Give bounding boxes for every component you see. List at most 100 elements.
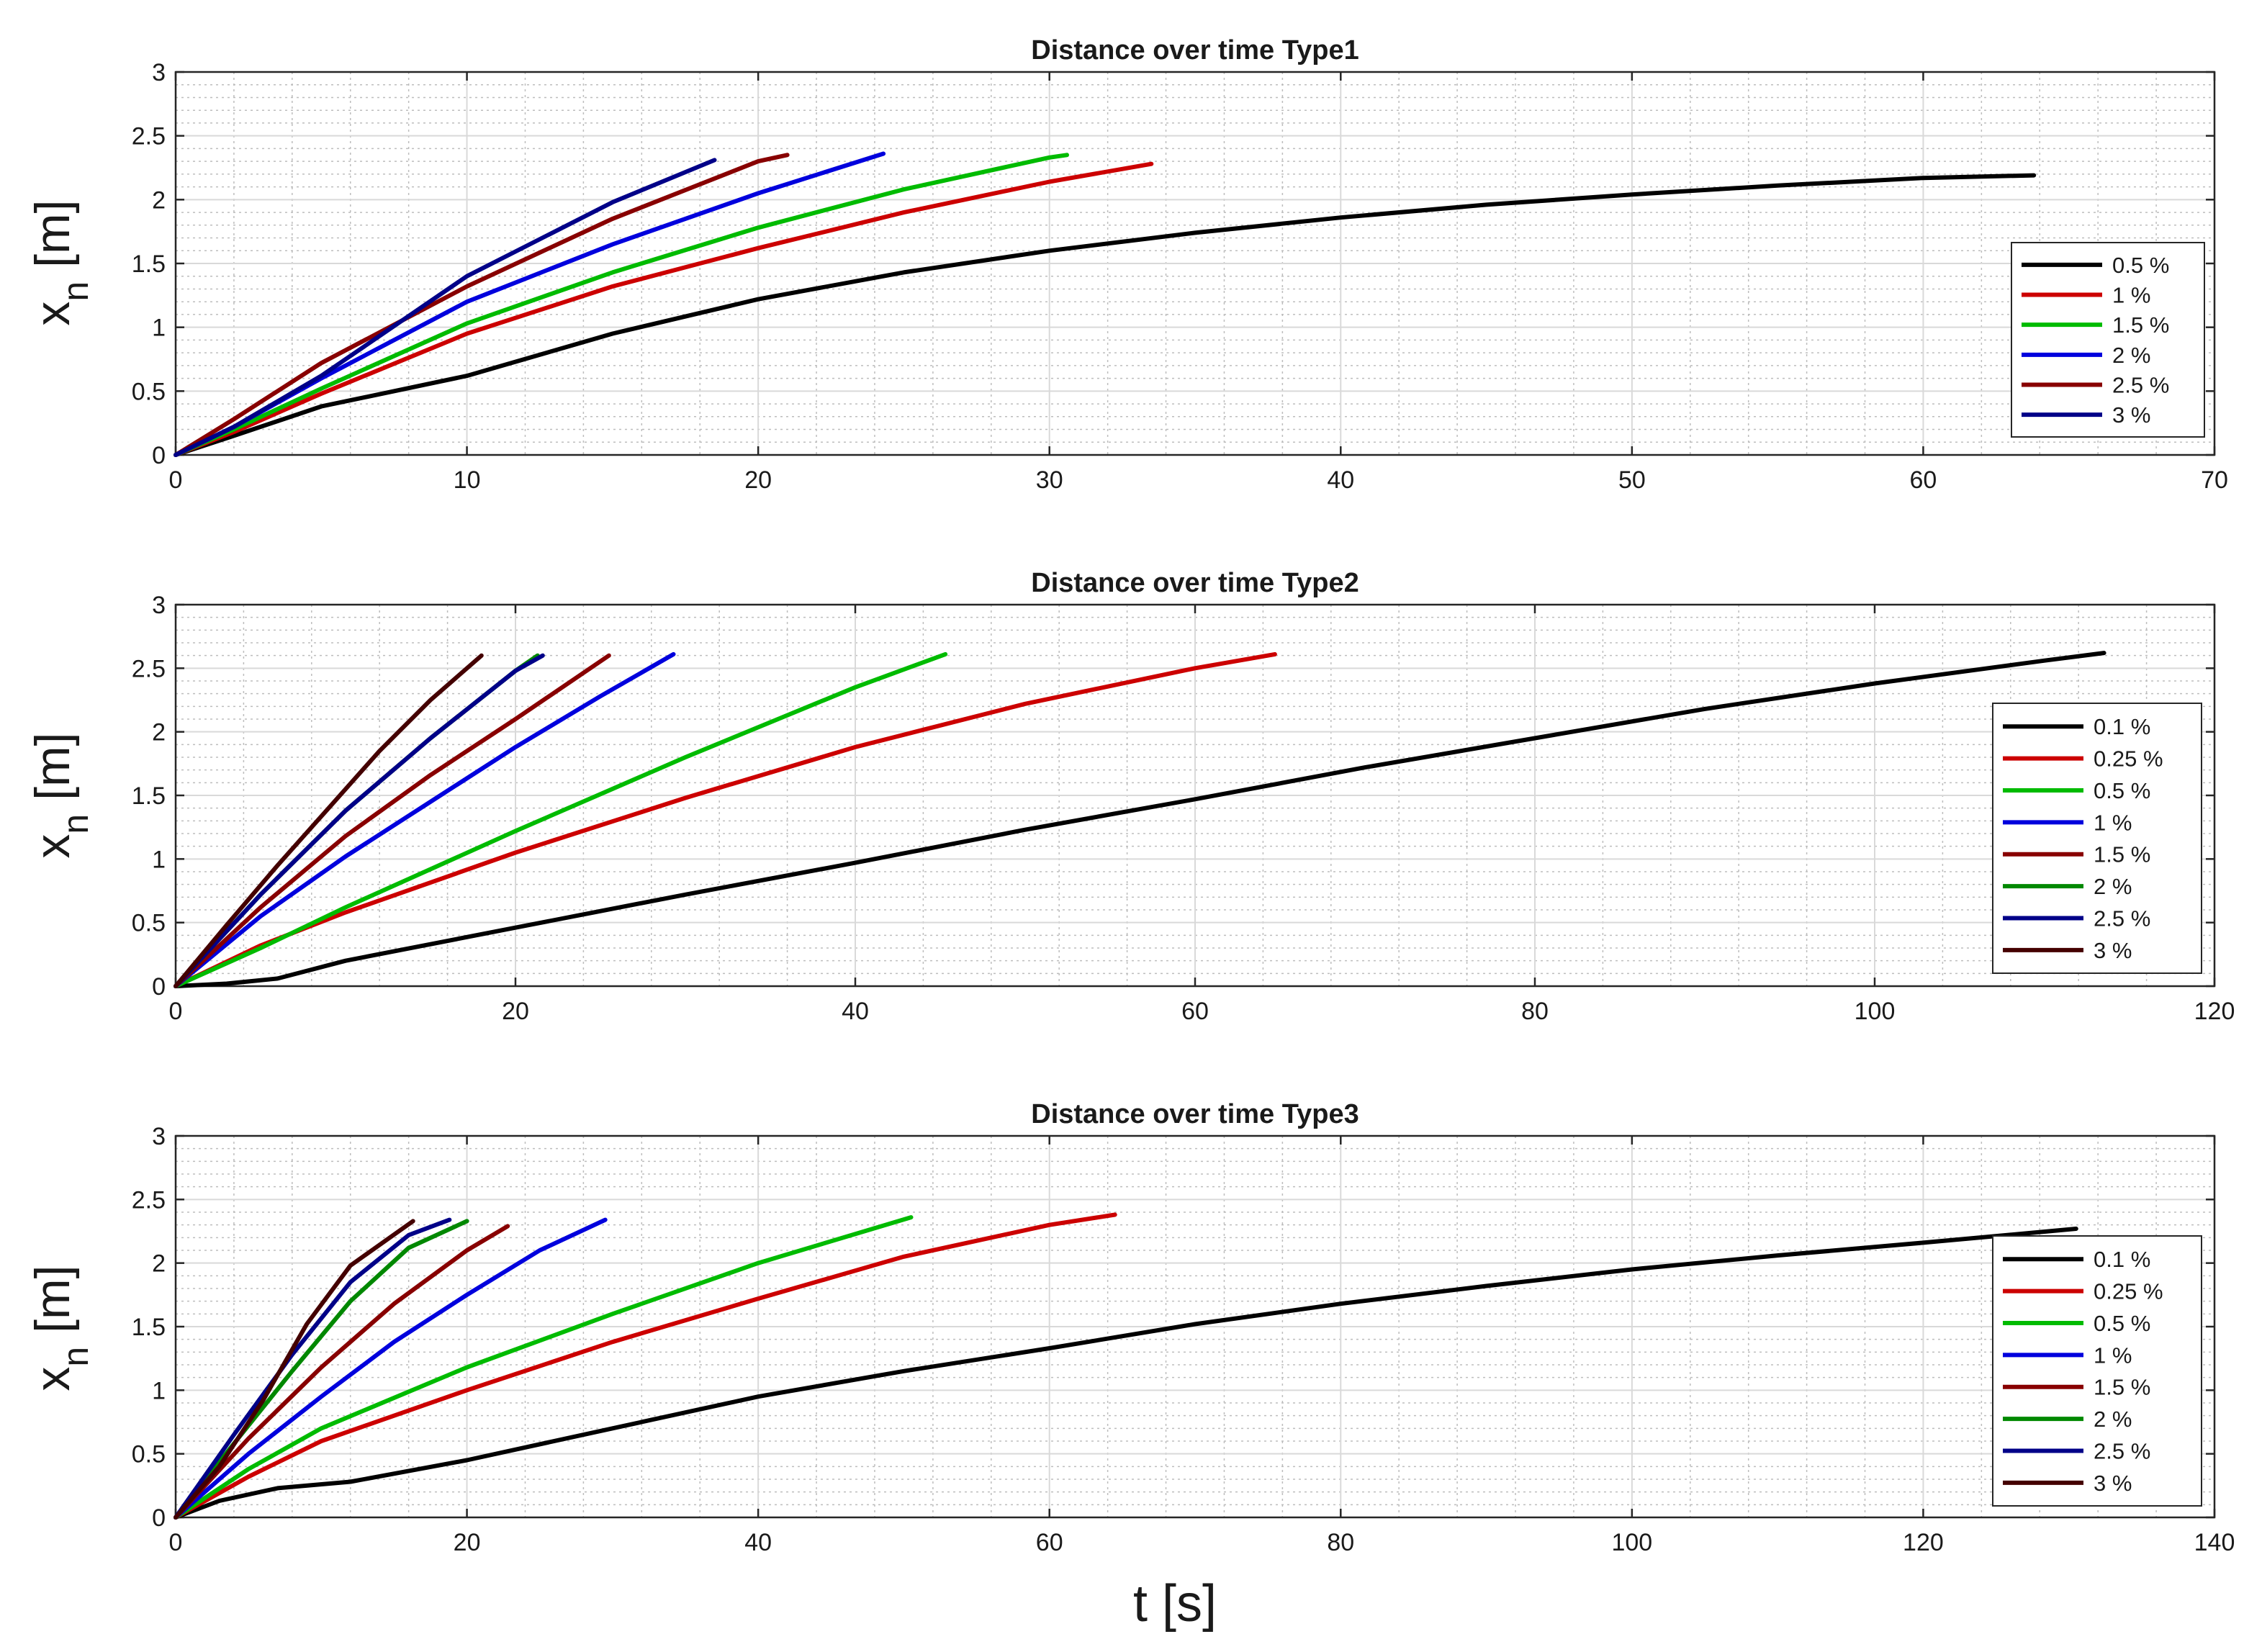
x-tick-label: 120: [2194, 998, 2235, 1025]
series-line-2-5pct: [174, 153, 790, 457]
y-tick-label: 0.5: [132, 378, 166, 405]
series-line-0-5pct: [174, 173, 2037, 457]
chart-title: Distance over time Type2: [1031, 568, 1358, 598]
legend-label: 1.5 %: [2094, 1375, 2150, 1400]
x-tick-label: 80: [1327, 1529, 1354, 1556]
y-tick-label: 0: [152, 442, 166, 469]
legend: 0.5 % 1 % 1.5 % 2 % 2.5 % 3 %: [2011, 242, 2205, 438]
legend-label: 2.5 %: [2112, 373, 2169, 398]
y-tick-label: 1: [152, 1377, 166, 1404]
x-tick-label: 40: [1327, 466, 1354, 494]
y-tick-label: 1.5: [132, 250, 166, 278]
series-line-2-5pct: [174, 653, 545, 988]
legend-label: 0.25 %: [2094, 746, 2163, 772]
legend-box: [1992, 1235, 2202, 1507]
series-line-2-5pct: [174, 1217, 452, 1520]
series-line-0-1pct: [174, 651, 2106, 988]
legend-label: 1 %: [2094, 810, 2132, 835]
y-tick-label: 2: [152, 1250, 166, 1278]
legend-label: 2.5 %: [2094, 1438, 2150, 1463]
legend-label: 1.5 %: [2112, 312, 2169, 338]
ylabel-type3: xn [m]: [25, 1265, 96, 1391]
series-line-0-25pct: [174, 1212, 1117, 1520]
legend-box: [2011, 242, 2205, 438]
ylabel-type2: xn [m]: [25, 732, 96, 858]
series-line-1pct: [174, 1217, 608, 1520]
x-tick-label: 20: [744, 466, 772, 494]
series-line-1-5pct: [174, 153, 1069, 457]
series-line-1pct: [174, 651, 676, 988]
legend-label: 0.1 %: [2094, 714, 2150, 739]
x-tick-label: 100: [1611, 1529, 1652, 1556]
legend-label: 0.5 %: [2094, 1311, 2150, 1336]
series-line-0-5pct: [174, 651, 948, 988]
x-tick-label: 120: [1903, 1529, 1944, 1556]
series-line-0-1pct: [174, 1227, 2078, 1520]
x-tick-label: 50: [1618, 466, 1646, 494]
x-tick-label: 40: [744, 1529, 772, 1556]
legend-label: 3 %: [2112, 402, 2150, 428]
x-tick-label: 80: [1521, 998, 1549, 1025]
y-tick-label: 1.5: [132, 782, 166, 810]
series-line-3pct: [174, 653, 484, 988]
series-line-3pct: [174, 158, 717, 457]
legend: 0.1 % 0.25 % 0.5 % 1 % 1.5 % 2 % 2.5 % 3 %: [1992, 1235, 2202, 1507]
x-tick-label: 60: [1181, 998, 1209, 1025]
subplot-type2: 0 20 40 60 80 100 120 0 0.5 1 1.5 2 2.5 3 Distance ove…: [132, 568, 2235, 1025]
chart-title: Distance over time Type3: [1031, 1099, 1358, 1129]
legend-label: 2 %: [2094, 1407, 2132, 1432]
y-tick-label: 1.5: [132, 1314, 166, 1341]
legend-label: 0.5 %: [2094, 778, 2150, 803]
x-tick-label: 20: [454, 1529, 481, 1556]
series-line-3pct: [174, 1219, 415, 1520]
y-tick-label: 0: [152, 973, 166, 1001]
series-line-1pct: [174, 161, 1154, 457]
x-tick-label: 0: [169, 998, 183, 1025]
grid: [175, 1135, 2215, 1518]
series-line-0-5pct: [174, 1215, 914, 1520]
legend-label: 2.5 %: [2094, 906, 2150, 931]
series-line-1-5pct: [174, 1224, 510, 1520]
ylabel-type1: xn [m]: [25, 199, 96, 325]
y-tick-label: 2.5: [132, 655, 166, 682]
x-tick-label: 30: [1036, 466, 1063, 494]
legend-label: 2 %: [2094, 874, 2132, 899]
legend-label: 1 %: [2094, 1342, 2132, 1368]
y-tick-label: 3: [152, 592, 166, 619]
y-tick-label: 0.5: [132, 910, 166, 937]
x-tick-label: 100: [1855, 998, 1896, 1025]
legend-box: [1992, 703, 2202, 974]
y-tick-label: 0.5: [132, 1441, 166, 1468]
x-tick-label: 70: [2201, 466, 2228, 494]
legend-label: 0.1 %: [2094, 1247, 2150, 1272]
subplot-type3: 0 20 40 60 80 100 120 140 0 0.5 1 1.5 2 2.5 3 Distance …: [132, 1099, 2235, 1556]
y-tick-label: 2.5: [132, 123, 166, 150]
series-line-1-5pct: [174, 653, 611, 988]
legend-label: 2 %: [2112, 343, 2150, 368]
legend-label: 1.5 %: [2094, 842, 2150, 867]
x-tick-label: 0: [169, 1529, 183, 1556]
x-tick-label: 140: [2194, 1529, 2235, 1556]
y-tick-label: 2: [152, 719, 166, 746]
x-tick-label: 60: [1036, 1529, 1063, 1556]
y-tick-label: 1: [152, 846, 166, 873]
xlabel: t [s]: [1133, 1575, 1217, 1633]
x-tick-label: 10: [454, 466, 481, 494]
y-tick-label: 2: [152, 186, 166, 214]
x-tick-label: 60: [1910, 466, 1937, 494]
legend-label: 3 %: [2094, 938, 2132, 963]
legend: 0.1 % 0.25 % 0.5 % 1 % 1.5 % 2 % 2.5 % 3 %: [1992, 703, 2202, 974]
legend-label: 3 %: [2094, 1471, 2132, 1496]
chart-title: Distance over time Type1: [1031, 35, 1358, 66]
legend-label: 1 %: [2112, 283, 2150, 308]
legend-label: 0.25 %: [2094, 1279, 2163, 1304]
x-tick-label: 0: [169, 466, 183, 494]
y-tick-label: 3: [152, 1123, 166, 1150]
y-tick-label: 2.5: [132, 1186, 166, 1214]
y-tick-label: 1: [152, 315, 166, 342]
y-tick-label: 3: [152, 59, 166, 86]
subplot-type1: 0 10 20 30 40 50 60 70 0 0.5 1 1.5 2 2.5 3 Distance ove…: [132, 35, 2228, 494]
x-tick-label: 40: [842, 998, 869, 1025]
y-tick-label: 0: [152, 1504, 166, 1532]
